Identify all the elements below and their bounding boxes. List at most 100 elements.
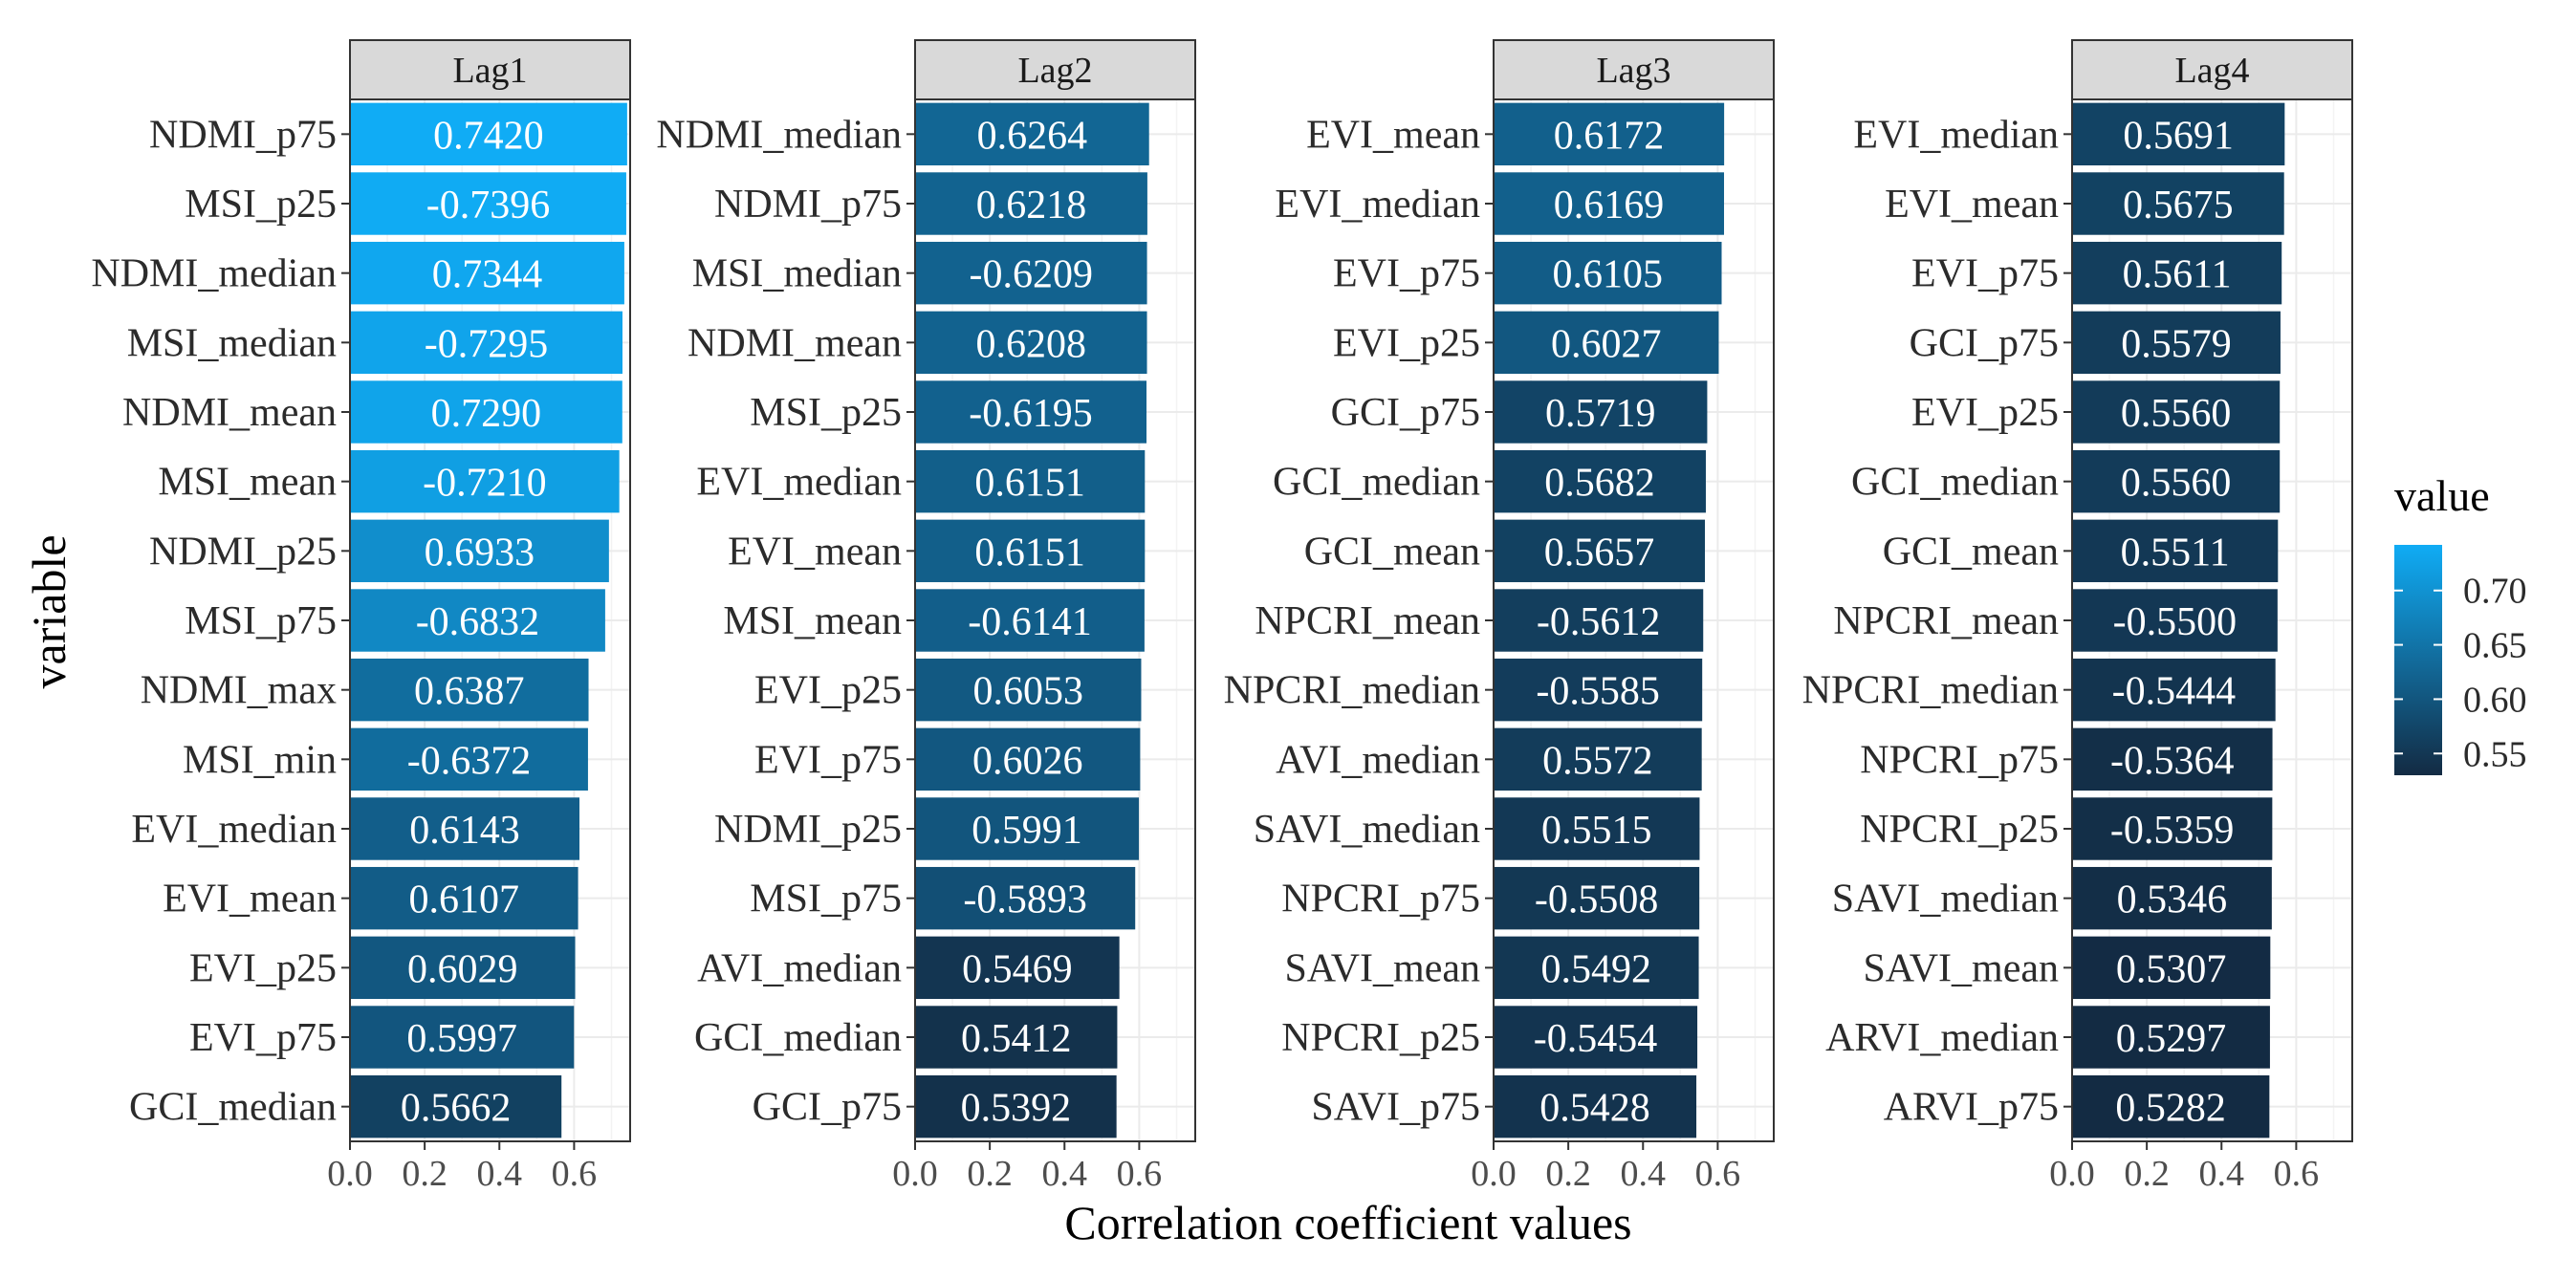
bar-value-label: 0.6387 bbox=[414, 670, 525, 714]
category-label: EVI_mean bbox=[1306, 113, 1480, 157]
legend-tick-label: 0.70 bbox=[2463, 572, 2527, 612]
bar bbox=[1494, 241, 1722, 305]
category-label: EVI_mean bbox=[728, 530, 902, 574]
category-label: NDMI_max bbox=[141, 669, 337, 713]
x-tick-label: 0.2 bbox=[2124, 1154, 2170, 1194]
bar-value-label: 0.5675 bbox=[2123, 184, 2234, 228]
bar bbox=[1494, 519, 1706, 583]
bar-value-label: -0.6372 bbox=[407, 739, 532, 783]
bar-value-label: 0.5428 bbox=[1539, 1087, 1650, 1131]
bar-value-label: -0.5508 bbox=[1535, 878, 1659, 922]
bar bbox=[2072, 1074, 2270, 1138]
bar-value-label: -0.6209 bbox=[970, 253, 1094, 297]
category-label: GCI_mean bbox=[1304, 530, 1480, 574]
category-label: EVI_p25 bbox=[189, 946, 337, 990]
panel-border bbox=[349, 98, 631, 1142]
bar bbox=[350, 241, 624, 305]
y-axis-title: variable bbox=[22, 534, 76, 688]
bar bbox=[915, 102, 1149, 166]
bar-value-label: 0.6143 bbox=[409, 809, 520, 853]
legend-tick-label: 0.65 bbox=[2463, 626, 2527, 666]
bar-value-label: 0.5579 bbox=[2121, 322, 2232, 366]
category-label: GCI_mean bbox=[1883, 530, 2059, 574]
bar-value-label: 0.5611 bbox=[2123, 253, 2232, 297]
bar-value-label: 0.6026 bbox=[972, 739, 1083, 783]
bar bbox=[915, 589, 1145, 652]
facet-panels: Lag1 0.7420 NDMI_p75 -0.7396 MSI_p25 0.7344 ND… bbox=[91, 39, 2353, 1194]
x-tick-label: 0.6 bbox=[1695, 1154, 1741, 1194]
bar bbox=[915, 380, 1147, 444]
bar bbox=[915, 241, 1147, 305]
facet-panel-lag4: Lag4 0.5691 EVI_median 0.5675 EVI_mean 0.5611… bbox=[1802, 39, 2353, 1194]
bar-value-label: -0.7210 bbox=[423, 462, 547, 506]
bar bbox=[2072, 866, 2272, 930]
bar-value-label: -0.6141 bbox=[968, 600, 1092, 644]
bar-value-label: 0.5719 bbox=[1545, 392, 1656, 436]
category-label: ARVI_median bbox=[1825, 1016, 2059, 1060]
category-label: MSI_median bbox=[127, 321, 337, 365]
bar-value-label: -0.5500 bbox=[2113, 600, 2238, 644]
bar bbox=[915, 172, 1147, 235]
category-label: NDMI_mean bbox=[122, 391, 337, 435]
x-tick-label: 0.2 bbox=[402, 1154, 448, 1194]
category-label: NDMI_p75 bbox=[149, 113, 337, 157]
category-label: EVI_p75 bbox=[1911, 252, 2059, 296]
category-label: NPCRI_p25 bbox=[1860, 808, 2059, 852]
category-label: GCI_median bbox=[1851, 461, 2059, 505]
bar bbox=[350, 311, 622, 375]
bar-value-label: 0.5560 bbox=[2121, 462, 2232, 506]
bar-value-label: 0.5572 bbox=[1542, 739, 1653, 783]
category-label: GCI_p75 bbox=[753, 1086, 902, 1130]
bar-value-label: 0.6169 bbox=[1554, 184, 1665, 228]
category-label: EVI_p75 bbox=[189, 1016, 337, 1060]
bar-value-label: 0.7420 bbox=[433, 114, 544, 158]
bar bbox=[350, 658, 589, 722]
category-label: NPCRI_mean bbox=[1833, 599, 2059, 643]
bar-value-label: 0.6105 bbox=[1553, 253, 1664, 297]
bar bbox=[350, 172, 626, 235]
bar-value-label: 0.5412 bbox=[961, 1017, 1072, 1061]
panel-border bbox=[914, 98, 1196, 1142]
bar bbox=[2072, 589, 2278, 652]
category-label: NPCRI_p75 bbox=[1860, 738, 2059, 782]
bar-value-label: 0.5346 bbox=[2117, 878, 2228, 922]
bar bbox=[915, 866, 1136, 930]
bar bbox=[350, 589, 605, 652]
bar bbox=[350, 866, 579, 930]
bar bbox=[1494, 449, 1706, 513]
bar bbox=[915, 1006, 1118, 1069]
bar bbox=[1494, 172, 1725, 235]
bar bbox=[1494, 936, 1699, 1000]
bar bbox=[2072, 102, 2285, 166]
bar bbox=[1494, 380, 1708, 444]
bar bbox=[2072, 449, 2281, 513]
bar bbox=[915, 936, 1120, 1000]
category-label: MSI_p25 bbox=[185, 183, 337, 227]
category-label: MSI_median bbox=[692, 252, 902, 296]
category-label: EVI_median bbox=[1853, 113, 2059, 157]
bar-value-label: 0.5991 bbox=[971, 809, 1082, 853]
category-label: MSI_p75 bbox=[185, 599, 337, 643]
category-label: SAVI_mean bbox=[1284, 946, 1480, 990]
panel-border bbox=[1493, 98, 1775, 1142]
bar bbox=[350, 102, 627, 166]
bar-value-label: 0.5392 bbox=[961, 1087, 1072, 1131]
category-label: SAVI_p75 bbox=[1311, 1086, 1480, 1130]
bar-value-label: -0.5444 bbox=[2112, 670, 2237, 714]
category-label: SAVI_median bbox=[1254, 808, 1480, 852]
bar-value-label: 0.5657 bbox=[1544, 531, 1655, 574]
bar bbox=[1494, 727, 1702, 791]
bar bbox=[915, 1074, 1117, 1138]
bar-value-label: 0.7290 bbox=[431, 392, 542, 436]
category-label: EVI_mean bbox=[163, 878, 337, 921]
bar-value-label: 0.5297 bbox=[2116, 1017, 2227, 1061]
bar-value-label: 0.5515 bbox=[1541, 809, 1652, 853]
bar-value-label: 0.5492 bbox=[1541, 947, 1652, 991]
bar bbox=[350, 797, 579, 860]
bar-value-label: -0.7396 bbox=[426, 184, 551, 228]
bar bbox=[915, 727, 1141, 791]
facet-panel-lag3: Lag3 0.6172 EVI_mean 0.6169 EVI_median 0.6105… bbox=[1224, 39, 1775, 1194]
bar-value-label: 0.6029 bbox=[407, 947, 518, 991]
facet-panel-lag1: Lag1 0.7420 NDMI_p75 -0.7396 MSI_p25 0.7344 ND… bbox=[91, 39, 631, 1194]
category-label: SAVI_median bbox=[1832, 878, 2059, 921]
